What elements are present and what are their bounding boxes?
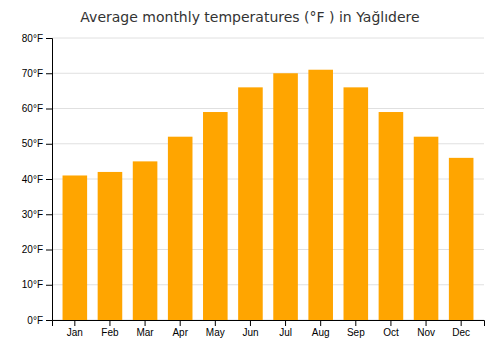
y-tick: 50°F — [22, 138, 52, 149]
plot: 0°F 10°F 20°F 30°F 40°F 50°F 60°F 70°F 80°F Jan Fe… — [22, 33, 485, 338]
bar — [98, 172, 123, 320]
y-tick-mark — [46, 320, 52, 321]
x-tick-mark — [461, 320, 462, 326]
chart-svg: 0°F 10°F 20°F 30°F 40°F 50°F 60°F 70°F 80°F Jan Fe… — [0, 0, 500, 350]
x-tick: Feb — [101, 320, 119, 338]
x-tick-label: Feb — [101, 327, 119, 338]
y-tick: 70°F — [22, 68, 52, 79]
x-tick-mark — [145, 320, 146, 326]
y-tick-label: 20°F — [22, 244, 43, 255]
x-tick-mark — [250, 320, 251, 326]
x-tick-label: Mar — [136, 327, 154, 338]
bar — [133, 161, 158, 320]
grid-line — [52, 73, 484, 74]
y-tick-mark — [46, 109, 52, 110]
y-tick-label: 40°F — [22, 174, 43, 185]
x-tick-mark — [320, 320, 321, 326]
grid-line — [52, 108, 484, 109]
y-tick-mark — [46, 250, 52, 251]
y-axis-line — [46, 39, 53, 321]
x-tick-mark — [74, 320, 75, 326]
bar — [63, 175, 88, 320]
y-tick-label: 10°F — [22, 279, 43, 290]
bar — [414, 137, 439, 320]
x-tick: Apr — [172, 320, 188, 338]
x-tick-mark — [285, 320, 286, 326]
x-tick-label: Jul — [279, 327, 292, 338]
x-tick-mark — [390, 320, 391, 326]
x-axis: Jan Feb Mar Apr May Jun Jul Aug Sep Oct Nov Dec — [53, 320, 485, 338]
bar — [449, 158, 474, 320]
x-tick-mark — [180, 320, 181, 326]
y-tick-label: 30°F — [22, 209, 43, 220]
y-tick-mark — [46, 214, 52, 215]
x-tick-label: May — [206, 327, 225, 338]
y-tick-label: 60°F — [22, 103, 43, 114]
x-axis-line — [53, 321, 485, 327]
grid — [52, 38, 484, 320]
bars — [63, 70, 474, 320]
y-tick: 10°F — [22, 279, 52, 290]
bar — [379, 112, 404, 320]
y-tick: 0°F — [27, 315, 52, 326]
x-tick-label: Oct — [383, 327, 399, 338]
x-tick: Aug — [312, 320, 330, 338]
x-tick: Jun — [242, 320, 258, 338]
y-tick-mark — [46, 179, 52, 180]
chart-container: 0°F 10°F 20°F 30°F 40°F 50°F 60°F 70°F 80°F Jan Fe… — [0, 0, 500, 350]
x-tick-label: Sep — [347, 327, 365, 338]
x-tick: Sep — [347, 320, 365, 338]
x-tick-label: Aug — [312, 327, 330, 338]
y-tick-label: 0°F — [27, 315, 43, 326]
x-tick: Dec — [452, 320, 470, 338]
x-tick-label: Jan — [67, 327, 83, 338]
bar — [273, 73, 298, 320]
bar — [168, 137, 193, 320]
x-tick: Jan — [67, 320, 83, 338]
bar — [238, 87, 263, 320]
y-tick: 40°F — [22, 174, 52, 185]
x-tick-mark — [109, 320, 110, 326]
x-tick: Mar — [136, 320, 154, 338]
x-tick-mark — [355, 320, 356, 326]
y-tick-mark — [46, 285, 52, 286]
bar — [203, 112, 228, 320]
x-tick-label: Jun — [242, 327, 258, 338]
y-tick: 60°F — [22, 103, 52, 114]
x-tick-label: Apr — [172, 327, 188, 338]
y-axis: 0°F 10°F 20°F 30°F 40°F 50°F 60°F 70°F 80°F — [22, 33, 53, 326]
y-tick-mark — [46, 73, 52, 74]
title: Average monthly temperatures (°F ) in Ya… — [80, 9, 419, 25]
y-tick: 20°F — [22, 244, 52, 255]
x-tick: Nov — [417, 320, 435, 338]
x-tick: Jul — [279, 320, 292, 338]
y-tick: 30°F — [22, 209, 52, 220]
x-tick-mark — [215, 320, 216, 326]
x-tick-mark — [426, 320, 427, 326]
y-tick-label: 70°F — [22, 68, 43, 79]
x-tick-label: Dec — [452, 327, 470, 338]
y-tick-label: 50°F — [22, 138, 43, 149]
y-tick: 80°F — [22, 33, 52, 44]
x-tick-label: Nov — [417, 327, 435, 338]
grid-line — [52, 38, 484, 39]
x-tick: Oct — [383, 320, 399, 338]
bar — [308, 70, 333, 320]
y-tick-mark — [46, 144, 52, 145]
y-tick-label: 80°F — [22, 33, 43, 44]
x-tick: May — [206, 320, 225, 338]
y-tick-mark — [46, 38, 52, 39]
bar — [344, 87, 369, 320]
